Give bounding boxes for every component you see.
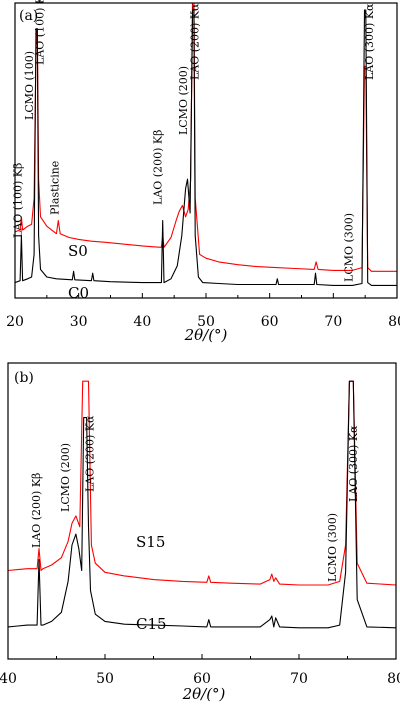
- series-line-s15: [8, 380, 396, 586]
- x-tick-label: 70: [290, 671, 308, 687]
- peak-annotation: LAO (300) Kα: [363, 3, 376, 80]
- series-label-s15: S15: [136, 533, 165, 551]
- x-tick-label: 20: [6, 314, 24, 330]
- panel-b-label: (b): [14, 370, 34, 386]
- series-label-s0: S0: [68, 242, 88, 260]
- panel-b: 40 50 60 70 80 LAO (200) Kβ LCMO (200) LAO (20…: [0, 362, 400, 703]
- peak-annotation: LAO (300) Kα: [347, 425, 360, 502]
- series-label-c15: C15: [136, 615, 167, 633]
- x-tick-label: 40: [133, 314, 151, 330]
- x-tick-label: 50: [197, 314, 215, 330]
- series-line-c15: [8, 380, 396, 629]
- peak-annotation: LCMO (200): [59, 443, 72, 512]
- peak-annotation: LCMO (300): [342, 213, 355, 282]
- peak-annotation: LCMO (200): [177, 66, 190, 135]
- series-line-s0: [15, 3, 397, 272]
- peak-annotation: LAO (200) Kα: [83, 415, 96, 492]
- x-tick-label: 40: [0, 671, 17, 687]
- peak-annotation: LAO (200) Kα: [188, 3, 201, 80]
- peak-annotation: LAO (200) Kβ: [151, 130, 164, 205]
- series-label-c0: C0: [68, 284, 89, 302]
- series-line-c0: [15, 9, 397, 286]
- x-tick-label: 70: [324, 314, 342, 330]
- panel-a-label: (a): [19, 8, 38, 24]
- x-tick-label: 60: [193, 671, 211, 687]
- panel-a-x-axis-label: 2θ/(°): [184, 326, 228, 344]
- panel-b-x-axis-label: 2θ/(°): [182, 685, 226, 703]
- x-tick-label: 30: [70, 314, 88, 330]
- x-tick-label: 50: [96, 671, 114, 687]
- peak-annotation: LAO (100) Kβ: [11, 163, 24, 238]
- peak-annotation: Plasticine: [48, 161, 61, 215]
- peak-annotation: LAO (100) Kα: [34, 0, 47, 65]
- peak-annotation: LAO (200) Kβ: [30, 473, 43, 548]
- x-tick-label: 80: [387, 671, 400, 687]
- x-tick-label: 80: [388, 314, 400, 330]
- peak-annotation: LCMO (300): [326, 513, 339, 582]
- x-tick-label: 60: [261, 314, 279, 330]
- peak-annotation: LCMO (100): [23, 51, 36, 120]
